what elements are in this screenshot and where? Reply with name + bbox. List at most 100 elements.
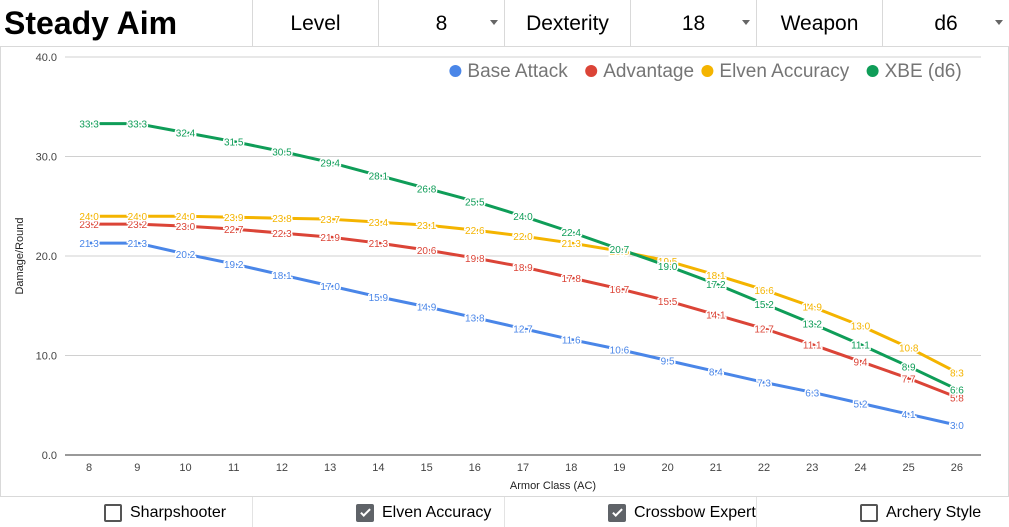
data-label: 22.4	[561, 228, 581, 239]
data-label: 31.5	[224, 138, 244, 149]
data-label: 20.5	[610, 247, 630, 258]
y-tick-label: 40.0	[36, 52, 57, 64]
archery-style-label: Archery Style	[886, 503, 982, 521]
data-label: 7.7	[902, 374, 916, 385]
level-label: Level	[252, 0, 378, 47]
chart-area: 21.3 21.3 20.2 19.2 18.1 17.0 15.9 14.9 13.8 12.7…	[0, 47, 1009, 496]
data-label: 8.4	[709, 367, 723, 378]
weapon-label: Weapon	[756, 0, 882, 47]
x-tick-label: 11	[228, 462, 239, 474]
data-label: 25.5	[465, 197, 485, 208]
dexterity-label: Dexterity	[504, 0, 630, 47]
legend-entry: Elven Accuracy	[719, 61, 849, 82]
data-label: 21.3	[79, 239, 99, 250]
data-label: 5.2	[854, 399, 868, 410]
series-line	[89, 222, 958, 399]
data-label: 17.8	[561, 274, 581, 285]
header-bar: Steady Aim Level 8 Dexterity 18 Weapon d…	[0, 0, 1009, 47]
data-label: 15.2	[754, 300, 774, 311]
data-label: 19.8	[465, 254, 485, 265]
series-line	[89, 122, 958, 391]
y-tick-label: 10.0	[36, 351, 57, 363]
elven-accuracy-checkbox[interactable]	[356, 503, 374, 522]
data-label: 9.4	[854, 357, 868, 368]
data-label: 12.7	[513, 325, 533, 336]
x-tick-label: 24	[854, 462, 866, 474]
data-label: 19.2	[224, 260, 244, 271]
data-label: 13.8	[465, 314, 485, 325]
data-label: 21.3	[561, 239, 581, 250]
crossbow-expert-option[interactable]: Crossbow Expert	[608, 497, 756, 527]
level-value: 8	[435, 11, 448, 35]
chevron-down-icon	[490, 20, 498, 25]
elven-accuracy-label: Elven Accuracy	[382, 503, 492, 521]
x-tick-label: 22	[758, 462, 770, 474]
chart-series	[89, 122, 958, 427]
data-label: 24.0	[79, 212, 99, 223]
legend-entry: Advantage	[603, 61, 694, 82]
elven-accuracy-option[interactable]: Elven Accuracy	[356, 497, 491, 527]
x-tick-label: 19	[613, 462, 625, 474]
data-label: 11.1	[851, 341, 870, 352]
x-tick-label: 21	[710, 462, 722, 474]
weapon-dropdown[interactable]: d6	[882, 0, 1009, 47]
crossbow-expert-checkbox[interactable]	[608, 503, 626, 522]
x-tick-label: 20	[662, 462, 674, 474]
data-label: 13.0	[851, 322, 871, 333]
sharpshooter-checkbox[interactable]	[104, 503, 122, 522]
data-label: 29.4	[320, 158, 340, 169]
x-tick-label: 15	[420, 462, 432, 474]
legend-swatch	[701, 65, 714, 77]
level-dropdown[interactable]: 8	[378, 0, 504, 47]
x-tick-label: 10	[179, 462, 191, 474]
legend-entry: XBE (d6)	[885, 61, 962, 82]
data-label: 24.0	[176, 212, 196, 223]
x-tick-label: 18	[565, 462, 577, 474]
data-label: 14.9	[417, 303, 437, 314]
legend-entry: Base Attack	[467, 61, 568, 82]
archery-style-option[interactable]: Archery Style	[860, 497, 981, 527]
crossbow-expert-label: Crossbow Expert	[634, 503, 756, 521]
data-label: 14.9	[803, 303, 823, 314]
x-tick-label: 12	[276, 462, 288, 474]
data-label: 22.0	[513, 232, 533, 243]
y-tick-label: 20.0	[36, 251, 57, 263]
data-label: 26.8	[417, 184, 437, 195]
data-label: 6.6	[950, 385, 964, 396]
data-label: 20.6	[417, 246, 437, 257]
data-label: 18.1	[272, 271, 292, 282]
check-icon	[359, 505, 371, 517]
data-label: 21.3	[128, 239, 148, 250]
data-label: 3.0	[950, 421, 964, 432]
x-tick-label: 25	[903, 462, 915, 474]
data-label: 19.0	[658, 262, 678, 273]
chart-data-labels: 21.3 21.3 20.2 19.2 18.1 17.0 15.9 14.9 13.8 12.7…	[78, 118, 966, 433]
data-label: 24.0	[128, 212, 148, 223]
data-label: 17.2	[706, 280, 726, 291]
data-label: 15.5	[658, 297, 678, 308]
data-label: 18.9	[513, 263, 533, 274]
archery-style-checkbox[interactable]	[860, 503, 878, 522]
x-tick-label: 13	[324, 462, 336, 474]
legend-swatch	[866, 65, 879, 77]
data-label: 23.0	[176, 222, 196, 233]
chart-axes: 0.0 10.0 20.0 30.0 40.0 8 9 10 11 12 13 14 15 16 17 18 1…	[14, 52, 963, 492]
chevron-down-icon	[742, 20, 750, 25]
series-line	[89, 214, 958, 374]
data-label: 23.2	[79, 220, 99, 231]
data-label: 20.7	[610, 245, 630, 256]
y-tick-label: 30.0	[36, 152, 57, 164]
series-line	[89, 241, 958, 427]
chart-grid	[65, 56, 981, 456]
data-label: 8.9	[902, 362, 916, 373]
data-label: 23.1	[417, 221, 437, 232]
chevron-down-icon	[995, 20, 1003, 25]
data-label: 5.8	[950, 393, 964, 404]
data-label: 22.3	[272, 229, 292, 240]
data-label: 24.0	[513, 212, 533, 223]
sharpshooter-option[interactable]: Sharpshooter	[104, 497, 226, 527]
data-label: 30.5	[272, 148, 292, 159]
x-tick-label: 23	[806, 462, 818, 474]
dexterity-dropdown[interactable]: 18	[630, 0, 756, 47]
x-tick-label: 17	[517, 462, 529, 474]
